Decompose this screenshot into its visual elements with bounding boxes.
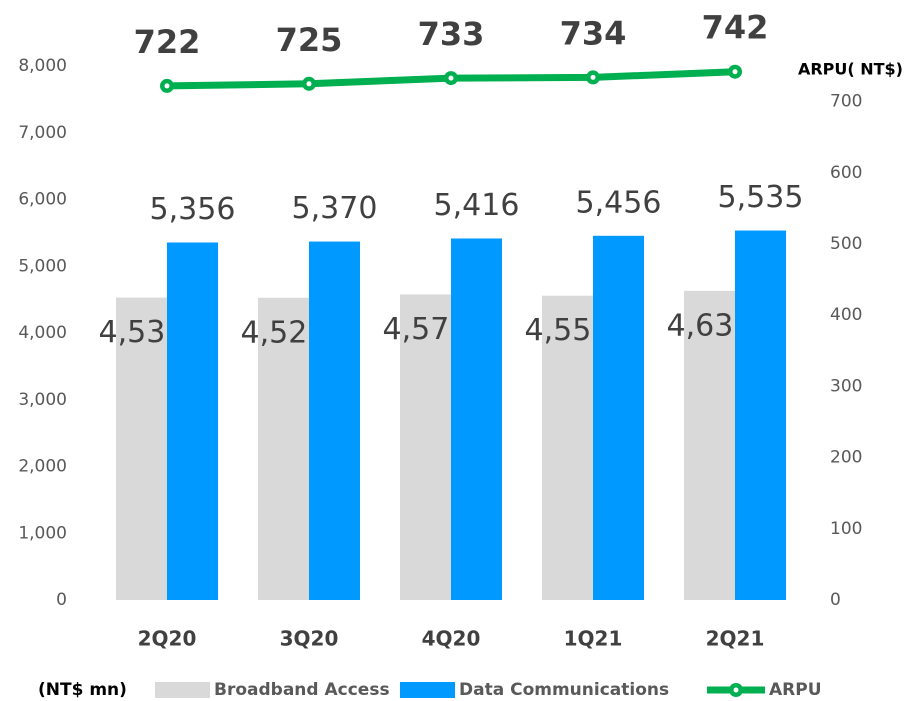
bar [116, 297, 167, 600]
y-tick-label: 5,000 [18, 256, 67, 276]
legend-label: ARPU [769, 680, 822, 700]
y-tick-label: 2,000 [18, 457, 67, 477]
line-marker-dot [164, 83, 170, 89]
y2-axis-label: ARPU( NT$) [798, 60, 903, 79]
y2-tick-label: 0 [830, 590, 841, 610]
x-tick-label: 4Q20 [422, 627, 481, 651]
y2-tick-label: 300 [830, 376, 862, 396]
bar [258, 297, 309, 600]
line-marker-dot [448, 75, 454, 81]
bar [309, 241, 360, 601]
y2-tick-label: 700 [830, 92, 862, 112]
y-tick-label: 8,000 [18, 56, 67, 76]
bar [400, 294, 451, 600]
y-tick-label: 0 [56, 590, 67, 610]
x-tick-label: 2Q21 [706, 627, 765, 651]
legend-label: Data Communications [459, 680, 669, 700]
x-tick-label: 3Q20 [280, 627, 339, 651]
x-tick-label: 1Q21 [564, 627, 623, 651]
y2-tick-label: 400 [830, 305, 862, 325]
bar [542, 295, 593, 600]
data-label: 733 [418, 15, 485, 53]
y-tick-label: 7,000 [18, 123, 67, 143]
y-tick-label: 4,000 [18, 323, 67, 343]
data-label: 742 [702, 9, 769, 47]
y-tick-label: 1,000 [18, 523, 67, 543]
legend-swatch [155, 682, 210, 698]
line-marker-dot [306, 81, 312, 87]
legend-label: Broadband Access [214, 680, 390, 700]
bar [735, 230, 786, 600]
data-label: 5,416 [434, 188, 520, 223]
bar [451, 238, 502, 600]
y2-tick-label: 500 [830, 234, 862, 254]
data-label: 725 [276, 21, 343, 59]
legend-swatch [400, 682, 455, 698]
line-marker-dot [590, 74, 596, 80]
x-tick-label: 2Q20 [138, 627, 197, 651]
data-label: 5,370 [292, 191, 378, 226]
data-label: 5,535 [718, 180, 804, 215]
data-label: 5,456 [576, 185, 662, 220]
data-label: 5,356 [150, 192, 236, 227]
bar [167, 242, 218, 600]
legend-swatch-dot [733, 687, 739, 693]
data-label: 734 [560, 14, 627, 52]
y2-tick-label: 200 [830, 448, 862, 468]
y2-tick-label: 600 [830, 163, 862, 183]
data-label: 722 [134, 23, 201, 61]
y-tick-label: 6,000 [18, 190, 67, 210]
bar [684, 290, 735, 600]
bar [593, 235, 644, 600]
line-marker-dot [732, 69, 738, 75]
y-axis-label: (NT$ mn) [38, 680, 127, 700]
y2-tick-label: 100 [830, 519, 862, 539]
y-tick-label: 3,000 [18, 390, 67, 410]
